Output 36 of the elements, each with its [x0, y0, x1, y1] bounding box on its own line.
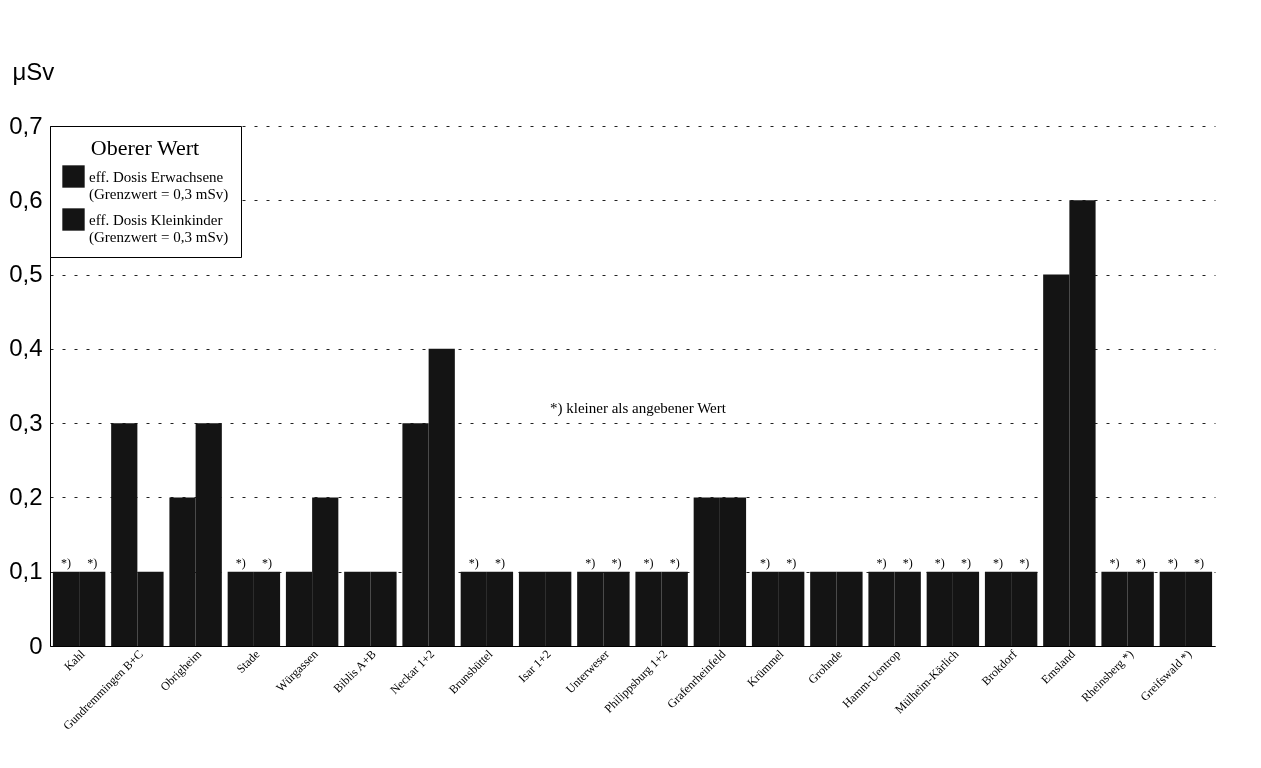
y-axis-title: μSv [12, 57, 55, 85]
y-tick-label: 0,1 [9, 557, 43, 585]
x-tick-label: Isar 1+2 [515, 647, 554, 686]
data-label: *) [61, 555, 72, 570]
legend-label: eff. Dosis Kleinkinder (Grenzwert = 0,3 mSv) [89, 211, 229, 246]
data-label: *) [261, 555, 272, 570]
y-tick-label: 0,7 [9, 111, 43, 139]
y-tick-label: 0,5 [9, 260, 43, 288]
data-label: *) [235, 555, 246, 570]
y-tick-label: 0 [29, 631, 43, 659]
data-label: *) [1193, 555, 1204, 570]
data-label: *) [1135, 555, 1146, 570]
data-label: *) [1167, 555, 1178, 570]
y-tick-label: 0,2 [9, 482, 43, 510]
data-label: *) [643, 555, 654, 570]
data-label: *) [993, 555, 1004, 570]
data-label: *) [1109, 555, 1120, 570]
legend-title: Oberer Wert [90, 135, 200, 160]
data-label: *) [87, 555, 98, 570]
y-tick-label: 0,6 [9, 185, 43, 213]
data-label: *) [1019, 555, 1030, 570]
data-label: *) [494, 555, 505, 570]
y-tick-label: 0,4 [9, 334, 43, 362]
legend-label: eff. Dosis Erwachsene (Grenzwert = 0,3 mSv) [89, 168, 229, 203]
data-label: *) [786, 555, 797, 570]
y-tick-label: 0,3 [9, 408, 43, 436]
data-label: *) [760, 555, 771, 570]
data-label: *) [669, 555, 680, 570]
data-label: *) [585, 555, 596, 570]
data-label: *) [468, 555, 479, 570]
data-label: *) [960, 555, 971, 570]
data-label: *) [934, 555, 945, 570]
data-label: *) [611, 555, 622, 570]
annotation: *) kleiner als angebener Wert [550, 400, 727, 417]
data-label: *) [876, 555, 887, 570]
data-label: *) [902, 555, 913, 570]
